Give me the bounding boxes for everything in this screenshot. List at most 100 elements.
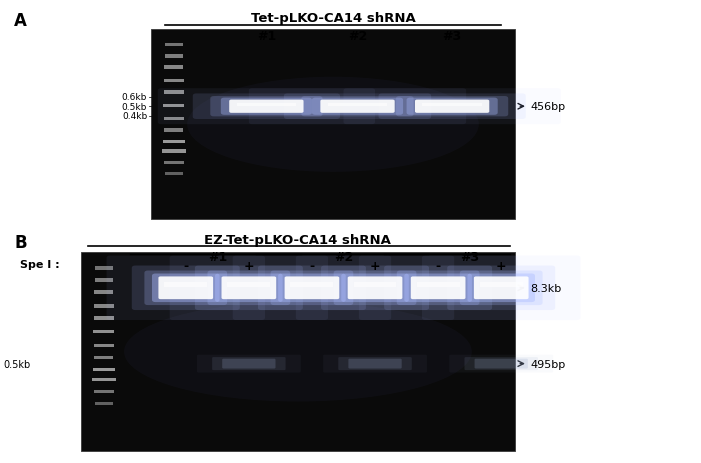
FancyBboxPatch shape: [212, 357, 285, 370]
FancyBboxPatch shape: [404, 274, 472, 302]
Bar: [81, 252, 515, 451]
FancyBboxPatch shape: [233, 256, 391, 320]
Text: +: +: [243, 259, 254, 272]
Text: 495bp: 495bp: [531, 359, 566, 369]
FancyBboxPatch shape: [258, 266, 366, 310]
FancyBboxPatch shape: [107, 256, 265, 320]
FancyBboxPatch shape: [249, 89, 466, 125]
FancyBboxPatch shape: [278, 274, 346, 302]
FancyBboxPatch shape: [93, 316, 114, 320]
Bar: [479, 282, 523, 287]
Bar: [237, 104, 297, 106]
FancyBboxPatch shape: [221, 99, 312, 116]
Ellipse shape: [124, 302, 472, 401]
FancyBboxPatch shape: [407, 99, 498, 116]
Text: #2: #2: [334, 250, 353, 263]
FancyBboxPatch shape: [320, 100, 395, 113]
FancyBboxPatch shape: [165, 55, 183, 58]
FancyBboxPatch shape: [449, 355, 553, 373]
FancyBboxPatch shape: [411, 277, 465, 300]
FancyBboxPatch shape: [163, 104, 184, 108]
FancyBboxPatch shape: [164, 129, 184, 132]
Bar: [290, 282, 334, 287]
FancyBboxPatch shape: [197, 355, 301, 373]
FancyBboxPatch shape: [285, 277, 339, 300]
FancyBboxPatch shape: [158, 89, 375, 125]
Text: B: B: [14, 234, 27, 252]
FancyBboxPatch shape: [170, 256, 328, 320]
Text: +: +: [369, 259, 381, 272]
FancyBboxPatch shape: [222, 277, 276, 300]
FancyBboxPatch shape: [163, 140, 185, 144]
FancyBboxPatch shape: [207, 271, 290, 306]
Text: #2: #2: [348, 30, 367, 43]
FancyBboxPatch shape: [460, 271, 543, 306]
FancyBboxPatch shape: [229, 100, 304, 113]
FancyBboxPatch shape: [334, 271, 416, 306]
FancyBboxPatch shape: [132, 266, 240, 310]
FancyBboxPatch shape: [94, 356, 113, 360]
FancyBboxPatch shape: [348, 277, 402, 300]
FancyBboxPatch shape: [215, 274, 283, 302]
Bar: [227, 282, 271, 287]
FancyBboxPatch shape: [195, 266, 303, 310]
FancyBboxPatch shape: [93, 368, 115, 372]
FancyBboxPatch shape: [323, 355, 427, 373]
FancyBboxPatch shape: [164, 80, 184, 83]
Text: 0.5kb: 0.5kb: [4, 359, 31, 369]
FancyBboxPatch shape: [339, 357, 411, 370]
Text: Tet-pLKO-CA14 shRNA: Tet-pLKO-CA14 shRNA: [250, 12, 416, 25]
FancyBboxPatch shape: [341, 274, 409, 302]
FancyBboxPatch shape: [312, 99, 403, 116]
FancyBboxPatch shape: [321, 266, 429, 310]
Text: 0.6kb: 0.6kb: [122, 93, 147, 102]
Text: #3: #3: [460, 250, 479, 263]
FancyBboxPatch shape: [343, 89, 561, 125]
FancyBboxPatch shape: [396, 97, 508, 117]
FancyBboxPatch shape: [193, 94, 340, 120]
FancyBboxPatch shape: [94, 344, 114, 348]
FancyBboxPatch shape: [301, 97, 414, 117]
FancyBboxPatch shape: [397, 271, 479, 306]
Bar: [416, 282, 460, 287]
Bar: [422, 104, 482, 106]
FancyBboxPatch shape: [94, 390, 114, 394]
FancyBboxPatch shape: [379, 94, 526, 120]
Text: Spe I :: Spe I :: [20, 259, 60, 269]
FancyBboxPatch shape: [94, 304, 114, 308]
Text: 8.3kb: 8.3kb: [531, 283, 562, 293]
FancyBboxPatch shape: [95, 278, 113, 282]
FancyBboxPatch shape: [415, 100, 489, 113]
FancyBboxPatch shape: [95, 267, 112, 270]
FancyBboxPatch shape: [165, 44, 182, 47]
FancyBboxPatch shape: [95, 402, 112, 406]
Bar: [164, 282, 207, 287]
FancyBboxPatch shape: [164, 118, 184, 121]
Text: 0.5kb: 0.5kb: [122, 102, 147, 112]
Text: -: -: [435, 259, 441, 272]
Bar: [151, 30, 515, 220]
FancyBboxPatch shape: [447, 266, 555, 310]
FancyBboxPatch shape: [158, 277, 213, 300]
Text: +: +: [496, 259, 507, 272]
FancyBboxPatch shape: [93, 330, 114, 334]
FancyBboxPatch shape: [222, 359, 275, 369]
FancyBboxPatch shape: [468, 274, 535, 302]
FancyBboxPatch shape: [359, 256, 517, 320]
Text: A: A: [14, 12, 27, 30]
Text: 456bp: 456bp: [531, 102, 566, 112]
FancyBboxPatch shape: [152, 274, 219, 302]
FancyBboxPatch shape: [94, 290, 113, 294]
FancyBboxPatch shape: [284, 94, 431, 120]
Text: #3: #3: [442, 30, 462, 43]
Text: -: -: [309, 259, 315, 272]
FancyBboxPatch shape: [210, 97, 322, 117]
FancyBboxPatch shape: [163, 91, 184, 94]
Text: EZ-Tet-pLKO-CA14 shRNA: EZ-Tet-pLKO-CA14 shRNA: [205, 234, 391, 247]
Text: #1: #1: [207, 250, 227, 263]
Ellipse shape: [187, 77, 479, 172]
Bar: [328, 104, 387, 106]
Text: 0.4kb: 0.4kb: [122, 112, 147, 121]
FancyBboxPatch shape: [164, 66, 184, 70]
FancyBboxPatch shape: [465, 357, 538, 370]
